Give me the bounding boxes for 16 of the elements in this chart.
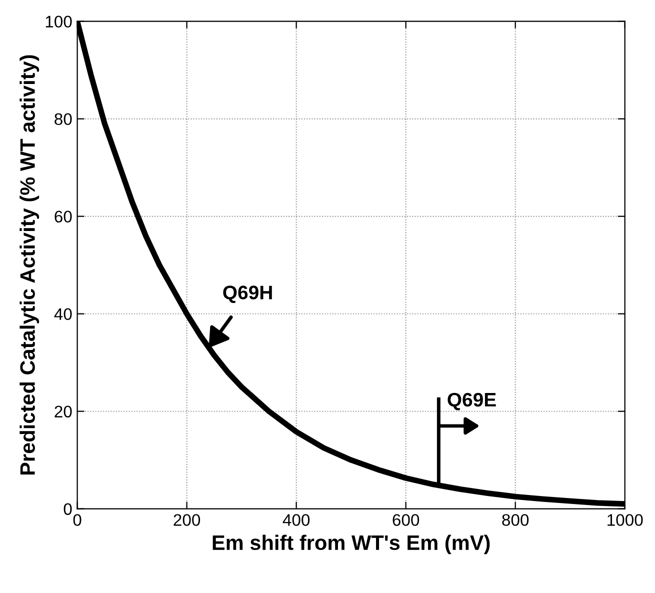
- y-tick-label: 80: [54, 113, 72, 126]
- x-tick-label: 1000: [608, 514, 643, 526]
- x-tick-label: 600: [392, 514, 420, 526]
- y-tick-label: 60: [54, 210, 72, 223]
- y-tick-label: 20: [54, 406, 72, 418]
- x-tick-label: 800: [502, 514, 529, 526]
- y-tick-label: 40: [54, 308, 72, 320]
- y-tick-label: 100: [46, 16, 72, 28]
- x-tick-label: 200: [174, 514, 200, 526]
- x-axis-title: Em shift from WT's Em (mV): [212, 534, 490, 554]
- x-tick-label: 0: [73, 514, 82, 526]
- y-tick-label: 0: [64, 503, 72, 515]
- annotation: Q69E: [448, 392, 496, 410]
- annotation: Q69H: [223, 286, 272, 304]
- x-tick-label: 400: [282, 514, 310, 526]
- y-axis-title: Predicted Catalytic Activity (% WT activity): [20, 55, 40, 475]
